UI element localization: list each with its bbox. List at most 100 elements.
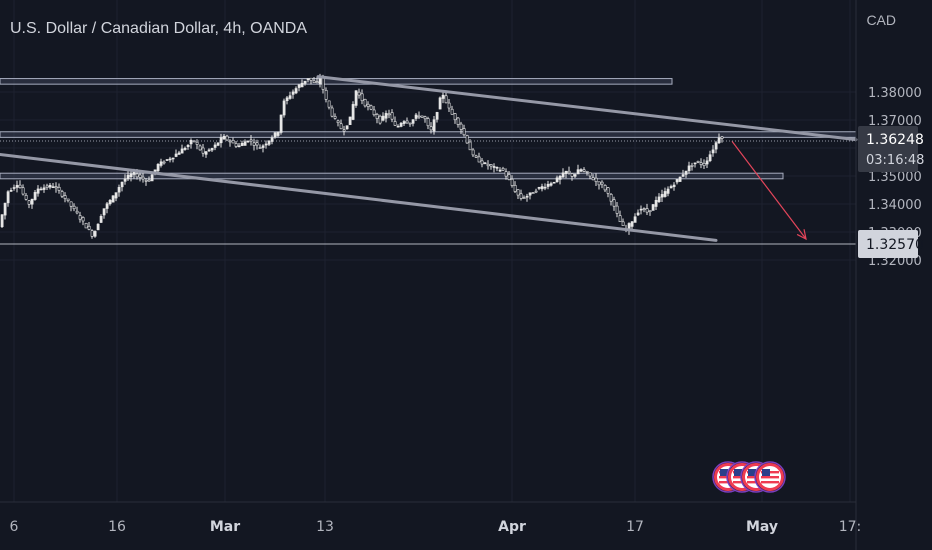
candle-body	[378, 115, 382, 124]
candle-body	[303, 80, 307, 84]
candle-body	[528, 192, 532, 196]
candle-body	[576, 169, 580, 175]
candle-body	[33, 192, 37, 200]
candle-body	[555, 177, 559, 183]
candle-body	[486, 163, 490, 167]
symbol-title[interactable]: U.S. Dollar / Canadian Dollar, 4h, OANDA	[10, 20, 308, 37]
trendline[interactable]	[0, 152, 718, 242]
candle-body	[246, 140, 250, 143]
candle-body	[462, 128, 466, 136]
trendlines[interactable]	[0, 75, 858, 242]
zone-rect[interactable]	[0, 172, 784, 180]
candle-body	[708, 154, 712, 162]
candle-body	[513, 184, 517, 192]
time-tick-label: 13	[316, 519, 334, 535]
candle-body	[165, 159, 169, 161]
candle-body	[234, 143, 238, 147]
candle-body	[366, 103, 370, 107]
candle-body	[633, 216, 637, 223]
candle-body	[198, 145, 202, 151]
candle-body	[573, 174, 577, 177]
candle-body	[327, 100, 331, 108]
candle-body	[342, 129, 346, 132]
candle-body	[387, 113, 391, 116]
current-price-value: 1.36248	[866, 132, 924, 148]
trendline[interactable]	[316, 75, 858, 142]
candle-body	[84, 223, 88, 229]
candle-body	[594, 177, 598, 182]
time-tick-label: 16	[108, 519, 126, 535]
candle-body	[309, 77, 313, 81]
candle-body	[312, 80, 316, 83]
candle-body	[48, 184, 52, 188]
candle-body	[492, 166, 496, 168]
currency-label: CAD	[866, 12, 896, 28]
candle-body	[45, 185, 49, 188]
candle-body	[423, 116, 427, 120]
price-tick-label: 1.38000	[868, 86, 922, 101]
candle-body	[489, 164, 493, 167]
projection-arrow[interactable]	[731, 140, 807, 241]
candle-body	[645, 208, 649, 213]
candles	[0, 73, 724, 239]
candle-body	[546, 183, 550, 187]
candle-body	[306, 78, 310, 81]
candle-body	[693, 162, 697, 165]
candle-body	[402, 121, 406, 124]
candle-body	[357, 91, 361, 96]
zone-rect[interactable]	[0, 131, 857, 138]
candle-body	[351, 104, 355, 120]
candle-body	[0, 214, 4, 228]
candle-body	[591, 177, 595, 181]
candle-body	[81, 217, 85, 222]
candle-body	[156, 163, 160, 172]
candle-body	[582, 169, 586, 172]
candle-body	[189, 140, 193, 145]
candle-body	[174, 153, 178, 157]
candle-body	[369, 105, 373, 110]
candle-body	[186, 144, 190, 147]
candle-body	[3, 202, 7, 216]
candle-body	[324, 90, 328, 100]
us-flag-icon[interactable]	[754, 461, 786, 493]
candle-body	[69, 201, 73, 207]
candle-body	[294, 88, 298, 94]
candle-body	[18, 184, 22, 188]
candle-body	[717, 137, 721, 144]
candle-body	[132, 171, 136, 175]
candle-body	[42, 187, 46, 190]
candle-body	[291, 91, 295, 95]
candle-body	[417, 115, 421, 118]
candle-body	[270, 137, 274, 142]
candle-body	[168, 158, 172, 161]
economic-events-icons[interactable]	[712, 461, 786, 493]
candle-body	[336, 120, 340, 123]
candle-body	[504, 171, 508, 177]
candle-body	[408, 122, 412, 125]
candle-body	[483, 162, 487, 165]
time-axis[interactable]: 6 16 Mar 13 Apr 17 May 17:	[10, 519, 862, 535]
candle-body	[642, 208, 646, 210]
candle-body	[636, 212, 640, 216]
candle-body	[288, 95, 292, 99]
time-tick-label: May	[746, 519, 778, 535]
candle-body	[180, 148, 184, 154]
time-tick-label: Mar	[210, 519, 240, 535]
candle-body	[75, 210, 79, 214]
candle-body	[66, 198, 70, 201]
candle-body	[162, 161, 166, 164]
candle-body	[240, 142, 244, 146]
flag-stripe	[761, 481, 779, 484]
candle-body	[447, 102, 451, 109]
candle-body	[540, 186, 544, 190]
marked-level-value: 1.32570	[866, 237, 924, 253]
candle-body	[615, 205, 619, 214]
flag-stripe	[761, 476, 779, 479]
candle-body	[210, 148, 214, 151]
time-tick-label: Apr	[498, 519, 526, 535]
candle-body	[702, 163, 706, 166]
candle-body	[522, 197, 526, 199]
flag-canton	[762, 469, 770, 476]
candle-body	[243, 141, 247, 146]
